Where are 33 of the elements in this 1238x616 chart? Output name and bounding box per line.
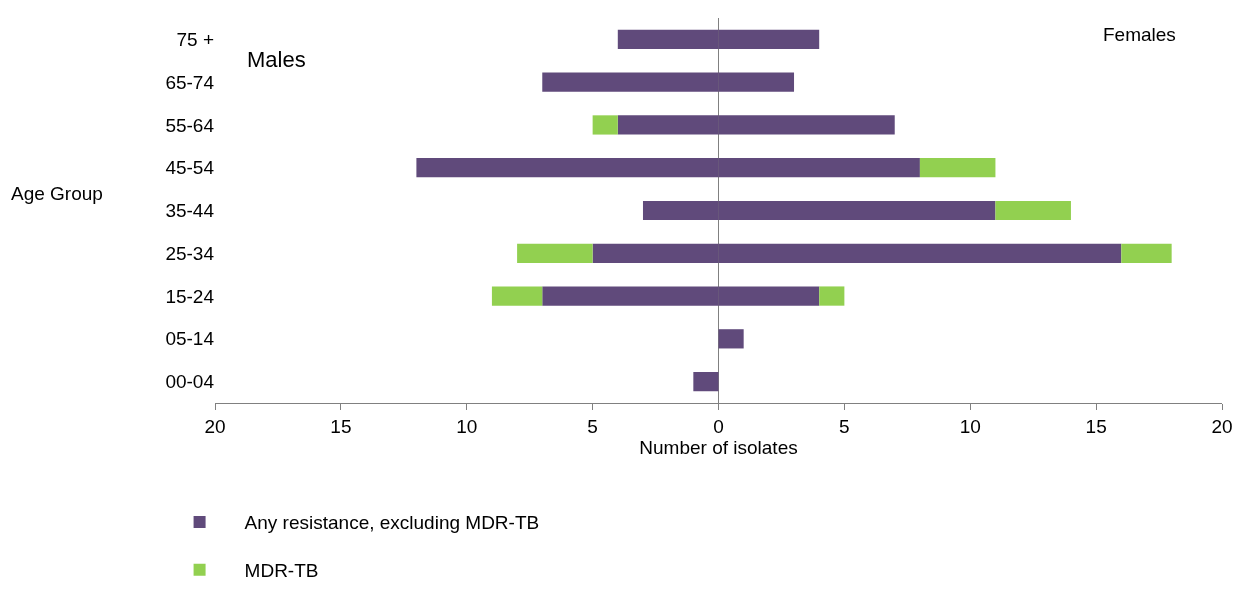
x-tick-label: 5 [839,415,850,437]
y-tick-label: 00-04 [165,371,215,393]
x-tick-label: 20 [1211,415,1233,437]
y-tick-label: 55-64 [165,114,215,136]
annotation: Females [1103,24,1176,45]
legend-label: MDR-TB [244,560,319,582]
x-tick-label: 10 [959,415,981,437]
annotation: Males [247,47,306,72]
y-tick-label: 15-24 [165,285,215,307]
bar [517,243,593,263]
bar [491,286,543,306]
y-axis-title: Age Group [11,183,103,204]
bar [1121,243,1172,263]
bar [718,329,744,349]
y-tick-label: 35-44 [165,200,215,222]
x-tick-label: 0 [713,415,724,437]
y-tick-label: 65-74 [165,71,215,93]
y-tick-label: 45-54 [165,157,215,179]
x-tick-label: 5 [587,415,598,437]
y-tick-label: 05-14 [165,328,215,350]
y-tick-label: 25-34 [165,242,215,264]
bar [592,115,618,135]
x-tick-label: 15 [330,415,352,437]
legend-label: Any resistance, excluding MDR-TB [244,512,540,534]
bar [819,286,845,306]
x-tick-label: 20 [204,415,226,437]
x-tick-label: 15 [1085,415,1107,437]
x-tick-label: 10 [456,415,478,437]
bar [693,371,719,392]
bar [995,200,1071,221]
bar [919,158,996,178]
x-axis-title: Number of isolates [639,436,798,458]
y-tick-label: 75 + [176,29,214,51]
